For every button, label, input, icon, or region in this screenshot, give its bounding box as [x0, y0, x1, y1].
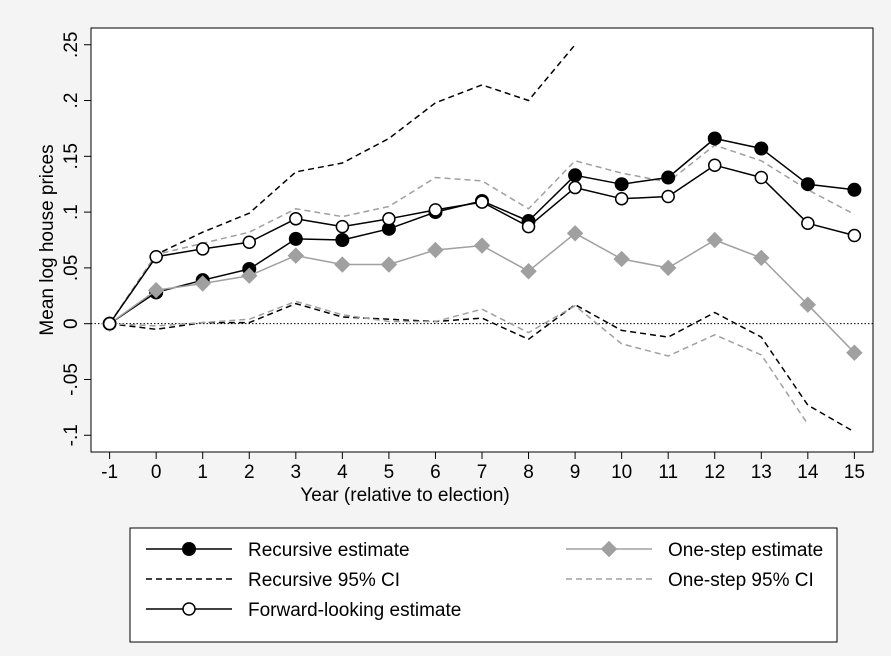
legend-key-marker: [182, 542, 196, 556]
data-point-filled-circle: [847, 182, 862, 197]
y-tick-label: .05: [61, 255, 82, 281]
data-point-diamond: [334, 256, 351, 273]
data-point-diamond: [753, 249, 770, 267]
legend-key-marker: [600, 540, 618, 558]
y-tick-label: .2: [61, 93, 82, 109]
x-tick-label: 11: [658, 462, 678, 483]
x-tick-label: 2: [244, 462, 255, 483]
x-tick-label: 14: [797, 462, 819, 483]
legend-label: One-step estimate: [668, 540, 823, 561]
data-point-filled-circle: [707, 131, 722, 146]
data-point-open-circle: [614, 191, 629, 206]
series-one-step-ci-lower: [109, 300, 809, 425]
data-point-filled-circle: [754, 141, 769, 156]
legend-label: Recursive estimate: [248, 540, 410, 561]
x-tick-label: 15: [844, 462, 865, 483]
x-tick-label: 7: [477, 462, 488, 483]
data-point-open-circle: [521, 219, 536, 234]
data-point-diamond: [241, 267, 258, 284]
data-point-diamond: [520, 263, 537, 280]
y-tick-label: .15: [61, 143, 82, 169]
series-forward-looking-estimate: [102, 158, 862, 331]
data-point-diamond: [427, 241, 444, 259]
data-point-filled-circle: [614, 177, 629, 192]
data-point-diamond: [799, 296, 817, 313]
data-point-diamond: [473, 237, 491, 254]
series-line: [109, 302, 855, 433]
data-point-open-circle: [428, 203, 443, 217]
legend-box: [129, 527, 838, 643]
x-tick-label: 0: [151, 462, 162, 483]
x-tick-label: 6: [430, 462, 441, 483]
legend: Recursive estimate One-step estimate Recur…: [129, 527, 838, 643]
data-point-open-circle: [382, 212, 396, 226]
x-axis: -1 0 1 2 3 4 5 6 7 8 9 10 11 12 13 14 15: [101, 452, 865, 483]
data-point-open-circle: [754, 170, 769, 185]
y-tick-label: -.05: [61, 363, 82, 396]
data-point-open-circle: [149, 249, 163, 264]
legend-label: Forward-looking estimate: [248, 600, 461, 621]
legend-label: Recursive 95% CI: [248, 570, 400, 591]
data-point-open-circle: [661, 189, 675, 204]
x-axis-title: Year (relative to election): [300, 485, 509, 506]
legend-label: One-step 95% CI: [668, 570, 814, 591]
x-tick-label: 1: [197, 462, 208, 483]
data-point-open-circle: [847, 228, 862, 243]
y-axis: -.1 -.05 0 .05 .1 .15 .2 .25: [61, 32, 91, 446]
data-point-open-circle: [102, 316, 117, 331]
data-point-open-circle: [195, 242, 210, 256]
y-tick-label: .25: [61, 32, 82, 58]
data-point-filled-circle: [568, 168, 583, 183]
x-tick-label: 10: [611, 462, 632, 483]
series-line: [109, 300, 809, 425]
data-point-open-circle: [242, 235, 257, 249]
series-line: [108, 44, 576, 325]
data-point-diamond: [613, 250, 630, 268]
data-point-filled-circle: [800, 177, 815, 192]
data-point-filled-circle: [335, 233, 350, 247]
data-point-diamond: [194, 275, 211, 292]
data-point-diamond: [566, 225, 584, 242]
data-point-diamond: [287, 247, 305, 264]
series-recursive-ci-upper: [108, 44, 576, 325]
data-point-diamond: [380, 256, 398, 273]
data-point-open-circle: [289, 212, 303, 226]
y-tick-label: 0: [61, 318, 82, 329]
x-tick-label: 12: [704, 462, 725, 483]
x-tick-label: 8: [523, 462, 534, 483]
x-tick-label: 3: [291, 462, 302, 483]
data-point-open-circle: [568, 180, 582, 195]
series-layer: [101, 44, 863, 433]
y-tick-label: .1: [61, 204, 82, 220]
data-point-diamond: [147, 282, 165, 299]
data-point-filled-circle: [288, 231, 303, 246]
data-point-diamond: [659, 259, 677, 277]
data-point-filled-circle: [661, 170, 676, 185]
x-tick-label: 5: [384, 462, 395, 483]
data-point-open-circle: [801, 216, 815, 231]
x-tick-label: 13: [751, 462, 772, 483]
series-line: [108, 144, 855, 325]
x-tick-label: 4: [337, 462, 348, 483]
series-recursive-ci-lower: [109, 302, 855, 433]
series-one-step-ci-upper: [108, 144, 855, 325]
y-tick-label: -.1: [61, 424, 82, 446]
data-point-open-circle: [335, 219, 350, 234]
legend-key-marker: [182, 602, 196, 616]
x-tick-label: 9: [570, 462, 581, 483]
data-point-open-circle: [707, 158, 722, 172]
data-point-diamond: [846, 344, 863, 361]
data-point-diamond: [706, 231, 723, 249]
x-tick-label: -1: [101, 462, 118, 483]
y-axis-title: Mean log house prices: [37, 144, 58, 335]
data-point-open-circle: [475, 195, 489, 209]
